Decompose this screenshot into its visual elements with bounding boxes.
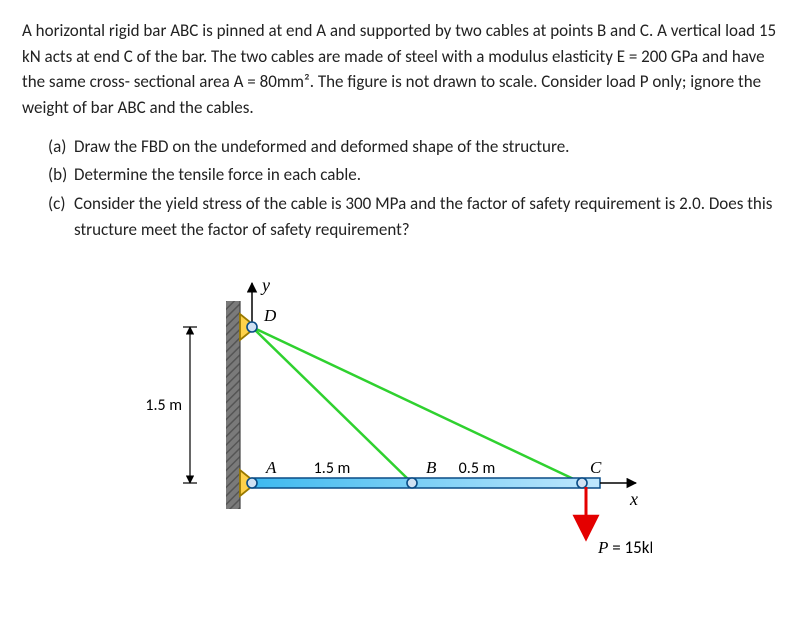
structure-diagram: y x P = 15kN A B C D 1.5 m 1.5 m 0.5 m	[142, 265, 652, 575]
subpart-text: Consider the yield stress of the cable i…	[74, 191, 783, 244]
intro-text: A horizontal rigid bar ABC is pinned at …	[22, 20, 776, 118]
subpart-b: (b) Determine the tensile force in each …	[48, 162, 783, 188]
svg-text:1.5 m: 1.5 m	[314, 459, 351, 478]
subpart-text: Determine the tensile force in each cabl…	[74, 162, 361, 188]
svg-text:x: x	[629, 489, 638, 509]
svg-text:P = 15kN: P = 15kN	[597, 537, 652, 558]
subparts-list: (a) Draw the FBD on the undeformed and d…	[22, 134, 783, 243]
figure-container: y x P = 15kN A B C D 1.5 m 1.5 m 0.5 m	[142, 265, 783, 580]
problem-statement: A horizontal rigid bar ABC is pinned at …	[22, 18, 783, 120]
svg-text:B: B	[426, 458, 437, 477]
svg-text:D: D	[263, 306, 277, 325]
svg-text:C: C	[590, 458, 602, 477]
subpart-text: Draw the FBD on the undeformed and defor…	[74, 134, 569, 160]
subpart-label: (c)	[48, 191, 74, 244]
svg-text:A: A	[265, 458, 277, 477]
svg-text:y: y	[260, 275, 270, 295]
svg-text:1.5 m: 1.5 m	[145, 396, 182, 415]
svg-text:0.5 m: 0.5 m	[459, 459, 496, 478]
subpart-label: (b)	[48, 162, 74, 188]
subpart-label: (a)	[48, 134, 74, 160]
subpart-a: (a) Draw the FBD on the undeformed and d…	[48, 134, 783, 160]
subpart-c: (c) Consider the yield stress of the cab…	[48, 191, 783, 244]
